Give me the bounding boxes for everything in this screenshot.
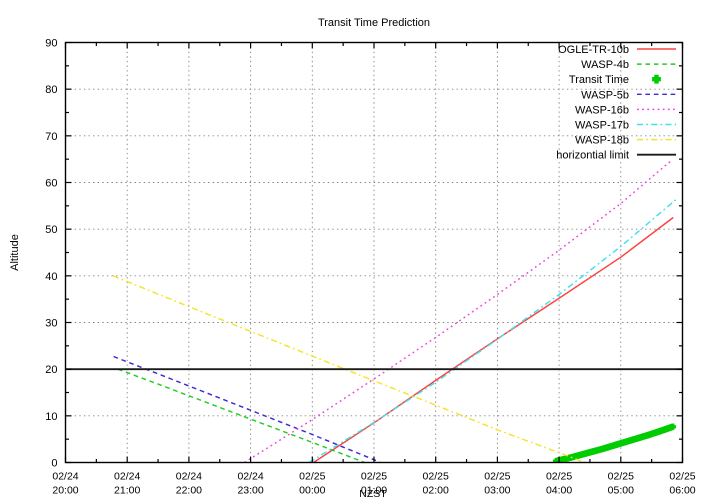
y-tick-label: 20 <box>45 364 57 376</box>
x-tick-label-time: 01:00 <box>361 485 387 497</box>
y-tick-label: 80 <box>45 84 57 96</box>
x-tick-label-date: 02/25 <box>608 471 634 483</box>
x-tick-label-date: 02/24 <box>237 471 263 483</box>
series-line-1 <box>117 368 366 463</box>
x-tick-label-time: 23:00 <box>237 485 263 497</box>
legend-label-1: WASP-4b <box>581 59 629 71</box>
legend-label-4: WASP-16b <box>575 104 629 116</box>
x-tick-label-time: 03:00 <box>484 485 510 497</box>
legend-label-3: WASP-5b <box>581 89 629 101</box>
x-tick-label-date: 02/24 <box>176 471 202 483</box>
x-tick-label-date: 02/25 <box>669 471 695 483</box>
y-tick-label: 30 <box>45 318 57 330</box>
x-tick-label-time: 21:00 <box>114 485 140 497</box>
x-tick-label-time: 06:00 <box>669 485 695 497</box>
chart-title: Transit Time Prediction <box>318 17 430 29</box>
x-tick-label-date: 02/25 <box>546 471 572 483</box>
x-tick-label-date: 02/25 <box>423 471 449 483</box>
x-tick-label-time: 22:00 <box>176 485 202 497</box>
y-tick-label: 40 <box>45 271 57 283</box>
x-tick-label-date: 02/25 <box>484 471 510 483</box>
y-tick-label: 90 <box>45 38 57 50</box>
y-tick-label: 10 <box>45 411 57 423</box>
x-tick-label-time: 20:00 <box>52 485 78 497</box>
legend-marker-2 <box>652 74 661 84</box>
legend-label-5: WASP-17b <box>575 120 629 132</box>
legend-label-0: OGLE-TR-10b <box>558 44 629 56</box>
y-tick-label: 0 <box>51 458 57 470</box>
x-tick-label-date: 02/25 <box>361 471 387 483</box>
x-tick-label-date: 02/24 <box>114 471 140 483</box>
y-tick-label: 60 <box>45 178 57 190</box>
x-tick-label-time: 05:00 <box>608 485 634 497</box>
y-tick-label: 50 <box>45 224 57 236</box>
legend-label-7: horizontial limit <box>556 150 629 162</box>
x-tick-label-time: 00:00 <box>299 485 325 497</box>
series-line-5 <box>308 198 677 463</box>
x-tick-label-date: 02/25 <box>299 471 325 483</box>
series-line-3 <box>113 355 381 463</box>
series-line-0 <box>313 216 674 463</box>
plot-series-group <box>65 160 683 463</box>
y-tick-label: 70 <box>45 131 57 143</box>
x-tick-label-date: 02/24 <box>52 471 78 483</box>
legend-label-6: WASP-18b <box>575 135 629 147</box>
x-tick-label-time: 04:00 <box>546 485 572 497</box>
series-markers-2 <box>552 423 676 463</box>
legend-label-2: Transit Time <box>569 74 629 86</box>
series-line-4 <box>244 160 671 463</box>
x-axis-label: NZST <box>359 488 387 500</box>
y-axis-label: Altitude <box>9 234 21 271</box>
x-tick-label-time: 02:00 <box>423 485 449 497</box>
